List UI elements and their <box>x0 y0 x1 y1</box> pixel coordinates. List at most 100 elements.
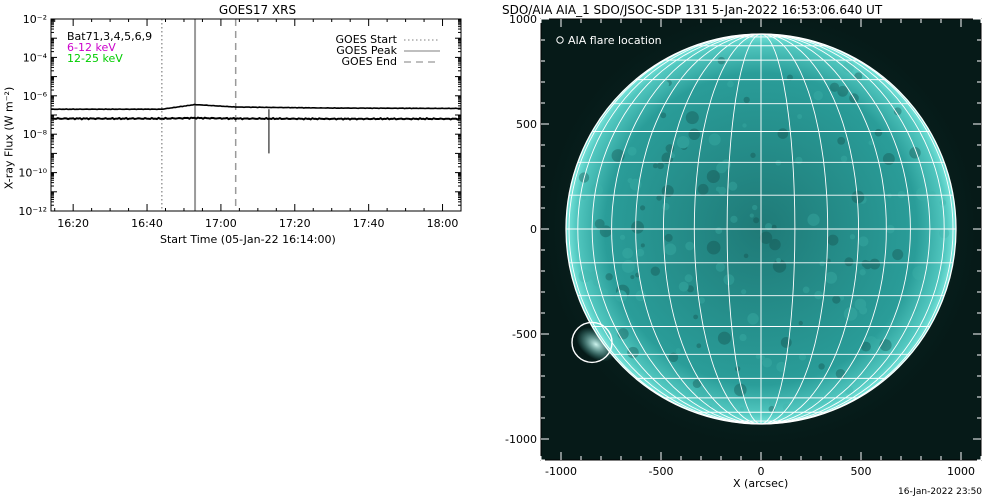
aia-texture-spot <box>749 213 754 218</box>
aia-texture-spot <box>776 257 781 263</box>
aia-texture-spot <box>728 181 738 191</box>
aia-texture-spot <box>715 227 723 234</box>
goes-y-tick-label: 10⁻⁶ <box>23 90 48 103</box>
aia-texture-spot <box>739 333 747 342</box>
aia-texture-spot <box>753 217 760 224</box>
aia-texture-spot <box>715 262 725 272</box>
aia-x-tick-label: 500 <box>851 465 872 478</box>
aia-flare-location-marker <box>571 321 613 364</box>
aia-texture-spot <box>795 156 803 165</box>
aia-texture-spot <box>807 213 820 226</box>
aia-x-tick-label: -1000 <box>545 465 577 478</box>
aia-texture-spot <box>636 248 645 257</box>
aia-texture-spot <box>593 278 602 287</box>
aia-y-tick-label: 0 <box>530 223 537 236</box>
aia-texture-spot <box>706 169 720 184</box>
aia-texture-spot <box>665 79 672 87</box>
aia-texture-spot <box>718 186 727 195</box>
aia-texture-spot <box>741 289 747 295</box>
aia-texture-spot <box>843 307 858 321</box>
aia-texture-spot <box>760 355 765 361</box>
aia-texture-spot <box>825 271 838 284</box>
aia-texture-spot <box>797 114 803 119</box>
aia-texture-spot <box>664 243 677 256</box>
aia-legend-label: AIA flare location <box>568 34 662 47</box>
aia-texture-spot <box>727 80 734 88</box>
aia-x-tick-label: 0 <box>758 465 765 478</box>
aia-texture-spot <box>762 357 772 368</box>
goes-y-tick-label: 10⁻⁴ <box>23 51 48 64</box>
aia-image-title: SDO/AIA AIA_1 SDO/JSOC-SDP 131 5-Jan-202… <box>502 3 883 17</box>
goes-chart-title: GOES17 XRS <box>218 3 297 17</box>
aia-texture-spot <box>851 190 865 204</box>
aia-texture-spot <box>929 191 936 198</box>
goes-energy-label: 6-12 keV <box>67 41 116 54</box>
aia-texture-spot <box>835 368 846 379</box>
aia-texture-spot <box>739 407 745 412</box>
aia-texture-spot <box>840 155 848 163</box>
aia-y-tick-label: 500 <box>516 118 537 131</box>
aia-texture-spot <box>868 140 874 146</box>
aia-texture-spot <box>723 274 735 286</box>
goes-series-group <box>51 103 461 121</box>
aia-texture-spot <box>858 195 867 204</box>
aia-texture-spot <box>755 354 761 359</box>
aia-texture-spot <box>605 273 613 281</box>
aia-texture-spot <box>662 81 670 88</box>
aia-texture-spot <box>619 234 626 240</box>
aia-texture-spot <box>692 379 702 389</box>
goes-y-tick-label: 10⁻² <box>23 13 47 26</box>
aia-flare-brightening <box>576 327 616 362</box>
goes-x-tick-label: 16:20 <box>57 217 89 230</box>
aia-texture-spot <box>837 85 849 97</box>
aia-texture-spot <box>892 249 904 261</box>
aia-texture-spot <box>759 231 773 244</box>
aia-texture-spot <box>730 215 738 223</box>
aia-texture-spot <box>893 107 902 116</box>
aia-texture-spot <box>854 298 867 311</box>
aia-heliographic-grid <box>566 33 956 425</box>
aia-texture-spot <box>678 281 689 292</box>
aia-texture-spot <box>859 269 866 276</box>
aia-texture-spot <box>912 266 927 281</box>
aia-x-axis-label: X (arcsec) <box>733 477 789 490</box>
aia-texture-spot <box>802 286 810 294</box>
aia-texture-spot <box>695 389 706 400</box>
goes-legend-label: GOES Start <box>336 33 398 46</box>
aia-texture-spot <box>656 195 662 201</box>
goes-legend-label: GOES Peak <box>336 44 397 57</box>
goes-energy-label: Bat71,3,4,5,6,9 <box>67 30 152 43</box>
goes-x-tick-label: 16:40 <box>131 217 163 230</box>
aia-texture-spot <box>861 259 870 268</box>
aia-texture-spot <box>814 290 823 300</box>
aia-texture-spot <box>869 258 881 270</box>
aia-texture-spot <box>832 295 841 304</box>
aia-texture-spot <box>771 224 777 230</box>
aia-texture-spot <box>897 190 906 199</box>
aia-texture-spot <box>627 146 637 156</box>
aia-texture-spot <box>599 225 612 238</box>
aia-texture-spot <box>717 331 731 345</box>
aia-texture-spot <box>657 162 664 170</box>
aia-texture-spot <box>662 202 670 211</box>
aia-texture-spot <box>594 218 605 229</box>
aia-texture-spot <box>615 284 630 299</box>
aia-image-group <box>541 19 981 460</box>
aia-texture-spot <box>697 183 709 195</box>
aia-texture-spot <box>708 133 721 146</box>
goes-y-tick-label: 10⁻¹² <box>18 205 47 218</box>
aia-texture-spot <box>776 361 787 372</box>
aia-texture-spot <box>639 205 646 211</box>
aia-solar-limb <box>565 33 957 425</box>
aia-texture-spot <box>743 96 750 103</box>
aia-texture-spot <box>858 306 868 315</box>
aia-texture-spot <box>715 186 721 192</box>
aia-texture-spot <box>675 348 681 354</box>
goes-y-tick-label: 10⁻¹⁰ <box>18 167 47 180</box>
aia-texture-spot <box>777 128 789 139</box>
aia-texture-spot <box>650 266 661 276</box>
aia-texture-spot <box>813 90 823 101</box>
aia-texture-spot <box>627 346 639 359</box>
aia-legend-marker-icon <box>556 36 564 44</box>
aia-texture-spot <box>630 274 635 280</box>
